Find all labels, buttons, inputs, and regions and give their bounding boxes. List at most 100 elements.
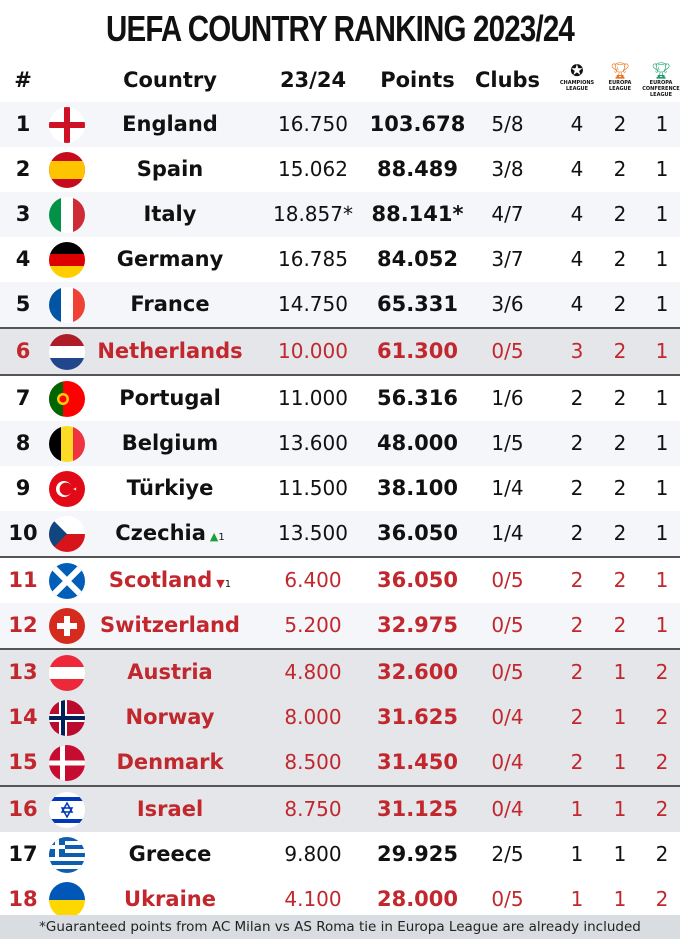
conference-league-caption: EUROPA CONFERENCE LEAGUE [642,80,680,98]
table-row: 9 Türkiye 11.500 38.100 1/4 2 2 1 [0,466,680,511]
conference-league-cell: 1 [655,202,669,226]
country-name: Norway [125,705,215,729]
table-row: 15 Denmark 8.500 31.450 0/4 2 1 2 [0,740,680,785]
conference-league-cell: 1 [655,247,669,271]
points-cell: 32.975 [376,613,459,637]
austria-flag-icon [49,655,85,691]
champions-league-logo: ✪ CHAMPIONS LEAGUE [557,62,597,102]
europa-league-cell: 2 [613,568,627,592]
points-cell: 31.125 [376,797,459,821]
table-row: 6 Netherlands 10.000 61.300 0/5 3 2 1 [0,327,680,374]
rank-cell: 15 [8,750,38,774]
champions-league-caption: CHAMPIONS LEAGUE [559,80,595,92]
country-cell: Austria [90,650,250,695]
table-row: 18 Ukraine 4.100 28.000 0/5 1 1 2 [0,877,680,922]
country-cell: Italy [90,192,250,237]
rank-cell: 11 [8,568,38,592]
champions-league-cell: 4 [570,112,584,136]
clubs-cell: 0/5 [491,613,524,637]
country-cell: Spain [90,147,250,192]
belgium-flag-icon [49,426,85,462]
greece-flag-icon [49,837,85,873]
header-season: 23/24 [279,68,347,92]
points-cell: 32.600 [376,660,459,684]
portugal-flag-icon [49,381,85,417]
rank-cell: 14 [8,705,38,729]
table-row: 5 France 14.750 65.331 3/6 4 2 1 [0,282,680,327]
season-points-cell: 6.400 [284,568,342,592]
country-cell: Belgium [90,421,250,466]
champions-league-cell: 2 [570,521,584,545]
champions-league-cell: 3 [570,339,584,363]
points-cell: 103.678 [369,112,466,136]
rank-cell: 7 [15,386,31,410]
season-points-cell: 8.500 [284,750,342,774]
conference-league-cell: 1 [655,386,669,410]
europa-league-cell: 1 [613,797,627,821]
europa-league-cell: 2 [613,431,627,455]
clubs-cell: 0/5 [491,339,524,363]
points-cell: 36.050 [376,521,459,545]
europa-league-cell: 2 [613,202,627,226]
country-name: Netherlands [97,339,243,363]
table-row: 13 Austria 4.800 32.600 0/5 2 1 2 [0,648,680,695]
conference-league-cell: 2 [655,842,669,866]
europa-league-cell: 2 [613,157,627,181]
rank-cell: 2 [15,157,31,181]
europa-league-cell: 2 [613,292,627,316]
champions-league-cell: 2 [570,386,584,410]
points-cell: 31.450 [376,750,459,774]
rank-cell: 12 [8,613,38,637]
conference-league-cell: 2 [655,797,669,821]
clubs-cell: 4/7 [491,202,524,226]
europa-league-cell: 1 [613,705,627,729]
clubs-cell: 0/4 [491,797,524,821]
champions-league-cell: 1 [570,887,584,911]
country-name: Ukraine [124,887,216,911]
clubs-cell: 5/8 [491,112,524,136]
denmark-flag-icon [49,745,85,781]
clubs-cell: 0/5 [491,887,524,911]
europa-league-caption: EUROPA LEAGUE [608,80,632,92]
season-points-cell: 16.750 [278,112,348,136]
country-name: Scotland [108,568,213,592]
conference-league-cell: 1 [655,339,669,363]
season-points-cell: 15.062 [278,157,348,181]
clubs-cell: 1/4 [491,521,524,545]
points-cell: 28.000 [376,887,459,911]
europa-league-cell: 2 [613,247,627,271]
points-cell: 29.925 [376,842,459,866]
rank-cell: 17 [8,842,38,866]
rank-cell: 18 [8,887,38,911]
champions-league-cell: 2 [570,613,584,637]
table-row: 3 Italy 18.857* 88.141* 4/7 4 2 1 [0,192,680,237]
clubs-cell: 1/6 [491,386,524,410]
champions-league-cell: 4 [570,202,584,226]
netherlands-flag-icon [49,334,85,370]
table-row: 10 Czechia ▲1 13.500 36.050 1/4 2 2 1 [0,511,680,556]
conference-league-cell: 2 [655,660,669,684]
rank-cell: 16 [8,797,38,821]
points-cell: 65.331 [376,292,459,316]
rank-down-arrow-icon: ▼1 [216,577,232,590]
clubs-cell: 0/4 [491,750,524,774]
conference-league-cell: 1 [655,157,669,181]
header-points: Points [380,68,455,92]
table-row: 11 Scotland ▼1 6.400 36.050 0/5 2 2 1 [0,556,680,603]
season-points-cell: 8.750 [284,797,342,821]
country-cell: England [90,102,250,147]
rank-cell: 5 [15,292,31,316]
rank-change: 1 [224,579,232,590]
rank-cell: 9 [15,476,31,500]
points-cell: 88.141* [371,202,464,226]
rank-cell: 3 [15,202,31,226]
conference-league-cell: 2 [655,750,669,774]
country-name: Germany [116,247,224,271]
clubs-cell: 0/5 [491,568,524,592]
rank-cell: 4 [15,247,31,271]
norway-flag-icon [49,700,85,736]
season-points-cell: 13.500 [278,521,348,545]
table-row: 7 Portugal 11.000 56.316 1/6 2 2 1 [0,374,680,421]
germany-flag-icon [49,242,85,278]
season-points-cell: 5.200 [284,613,342,637]
